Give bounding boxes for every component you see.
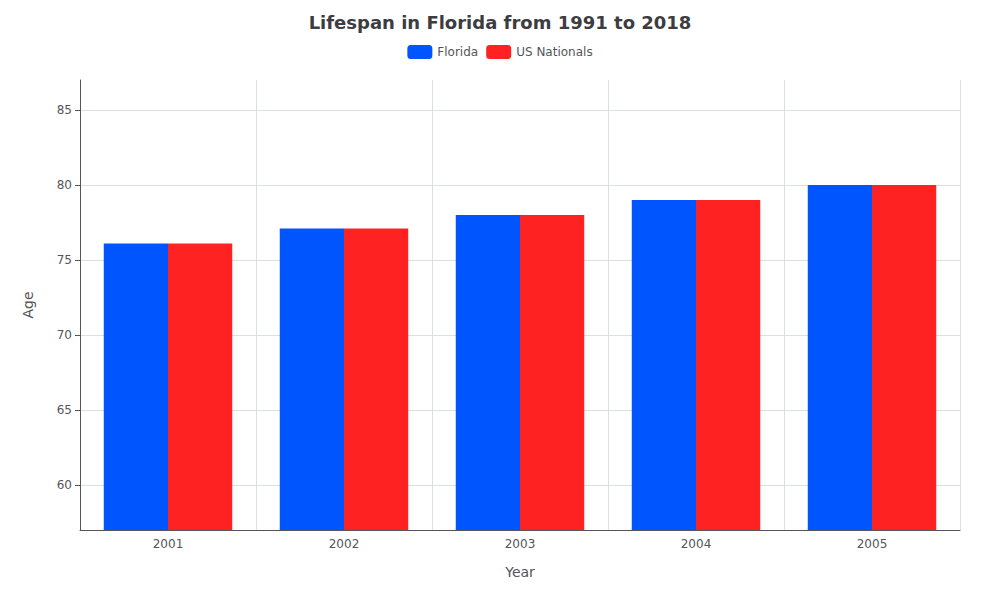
svg-text:85: 85 xyxy=(57,103,72,117)
svg-text:Lifespan in Florida from 1991: Lifespan in Florida from 1991 to 2018 xyxy=(309,12,692,33)
svg-text:60: 60 xyxy=(57,478,72,492)
svg-text:2004: 2004 xyxy=(681,537,712,551)
svg-text:US Nationals: US Nationals xyxy=(516,45,592,59)
svg-text:Age: Age xyxy=(20,291,36,318)
svg-text:2002: 2002 xyxy=(329,537,360,551)
svg-text:Florida: Florida xyxy=(437,45,478,59)
svg-text:2001: 2001 xyxy=(153,537,184,551)
svg-text:Year: Year xyxy=(504,564,535,580)
svg-text:2003: 2003 xyxy=(505,537,536,551)
svg-text:80: 80 xyxy=(57,178,72,192)
svg-text:65: 65 xyxy=(57,403,72,417)
svg-text:70: 70 xyxy=(57,328,72,342)
svg-text:2005: 2005 xyxy=(857,537,888,551)
svg-text:75: 75 xyxy=(57,253,72,267)
